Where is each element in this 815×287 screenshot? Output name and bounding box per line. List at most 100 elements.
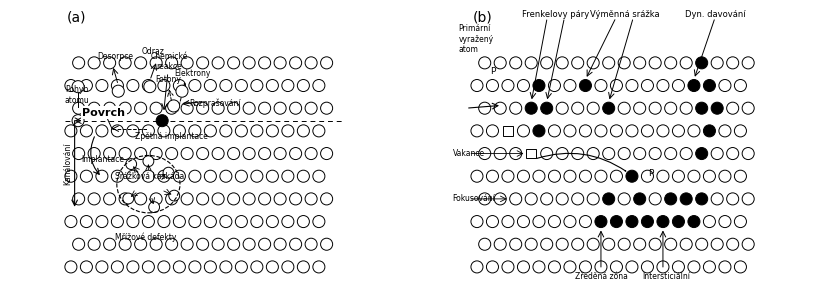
- Circle shape: [471, 216, 483, 228]
- Circle shape: [657, 216, 669, 228]
- Circle shape: [174, 125, 185, 137]
- Circle shape: [494, 102, 506, 114]
- Circle shape: [205, 216, 217, 228]
- Circle shape: [165, 57, 178, 69]
- Circle shape: [703, 79, 716, 92]
- Circle shape: [127, 170, 139, 182]
- Circle shape: [320, 193, 333, 205]
- Circle shape: [205, 261, 217, 273]
- Circle shape: [502, 170, 514, 182]
- Circle shape: [189, 170, 201, 182]
- Circle shape: [65, 216, 77, 228]
- Circle shape: [158, 216, 170, 228]
- Circle shape: [502, 261, 514, 273]
- Circle shape: [158, 261, 170, 273]
- Circle shape: [742, 102, 754, 114]
- Circle shape: [181, 238, 193, 250]
- Circle shape: [641, 170, 654, 182]
- Circle shape: [243, 57, 255, 69]
- Circle shape: [174, 170, 185, 182]
- Circle shape: [313, 216, 325, 228]
- Circle shape: [243, 148, 255, 160]
- Circle shape: [150, 148, 162, 160]
- Circle shape: [587, 57, 599, 69]
- Bar: [526, 149, 536, 158]
- Circle shape: [119, 148, 131, 160]
- Circle shape: [169, 190, 179, 201]
- Circle shape: [165, 193, 178, 205]
- Circle shape: [478, 102, 491, 114]
- Circle shape: [305, 238, 317, 250]
- Circle shape: [150, 57, 162, 69]
- Circle shape: [711, 238, 723, 250]
- Circle shape: [196, 57, 209, 69]
- Circle shape: [657, 79, 669, 92]
- Circle shape: [703, 170, 716, 182]
- Circle shape: [711, 102, 723, 114]
- Circle shape: [719, 216, 731, 228]
- Circle shape: [564, 261, 576, 273]
- Circle shape: [579, 125, 592, 137]
- Circle shape: [540, 148, 553, 160]
- Circle shape: [289, 102, 302, 114]
- Circle shape: [509, 238, 522, 250]
- Circle shape: [571, 148, 584, 160]
- Circle shape: [143, 170, 154, 182]
- Circle shape: [236, 261, 248, 273]
- Circle shape: [478, 193, 491, 205]
- Circle shape: [494, 238, 506, 250]
- Circle shape: [212, 148, 224, 160]
- Circle shape: [282, 79, 294, 92]
- Circle shape: [73, 102, 85, 114]
- Circle shape: [681, 238, 692, 250]
- Circle shape: [688, 79, 700, 92]
- Circle shape: [112, 79, 123, 92]
- Text: Zředěná zóna: Zředěná zóna: [575, 272, 628, 281]
- Circle shape: [104, 238, 116, 250]
- Circle shape: [158, 170, 170, 182]
- Text: Zpětná implantace: Zpětná implantace: [135, 132, 209, 141]
- Circle shape: [727, 57, 738, 69]
- Circle shape: [165, 148, 178, 160]
- Circle shape: [727, 193, 738, 205]
- Circle shape: [73, 193, 85, 205]
- Text: (a): (a): [67, 10, 86, 24]
- Circle shape: [282, 216, 294, 228]
- Circle shape: [88, 102, 100, 114]
- Circle shape: [189, 79, 201, 92]
- Circle shape: [650, 148, 661, 160]
- Circle shape: [126, 159, 137, 170]
- Circle shape: [96, 125, 108, 137]
- Circle shape: [81, 261, 92, 273]
- Circle shape: [626, 170, 638, 182]
- Circle shape: [518, 79, 530, 92]
- Circle shape: [478, 57, 491, 69]
- Circle shape: [163, 167, 174, 178]
- Circle shape: [150, 102, 162, 114]
- Text: Frenkelovy páry: Frenkelovy páry: [522, 10, 589, 19]
- Circle shape: [313, 79, 325, 92]
- Circle shape: [688, 261, 700, 273]
- FancyArrowPatch shape: [537, 153, 626, 171]
- Circle shape: [88, 148, 100, 160]
- Circle shape: [672, 170, 685, 182]
- Circle shape: [556, 148, 568, 160]
- Circle shape: [320, 148, 333, 160]
- Circle shape: [727, 102, 738, 114]
- Text: Výměnná srážka: Výměnná srážka: [590, 10, 659, 19]
- Circle shape: [205, 79, 217, 92]
- Text: Mřížové defekty: Mřížové defekty: [115, 233, 176, 242]
- Circle shape: [143, 81, 156, 93]
- Circle shape: [119, 238, 131, 250]
- Circle shape: [494, 193, 506, 205]
- Circle shape: [134, 238, 147, 250]
- Circle shape: [119, 193, 131, 205]
- Circle shape: [297, 261, 310, 273]
- Circle shape: [672, 216, 685, 228]
- Circle shape: [174, 79, 185, 92]
- Circle shape: [571, 57, 584, 69]
- Text: Srážková kaskáda: Srážková kaskáda: [115, 172, 184, 181]
- Circle shape: [533, 170, 545, 182]
- Circle shape: [602, 148, 615, 160]
- Circle shape: [696, 238, 707, 250]
